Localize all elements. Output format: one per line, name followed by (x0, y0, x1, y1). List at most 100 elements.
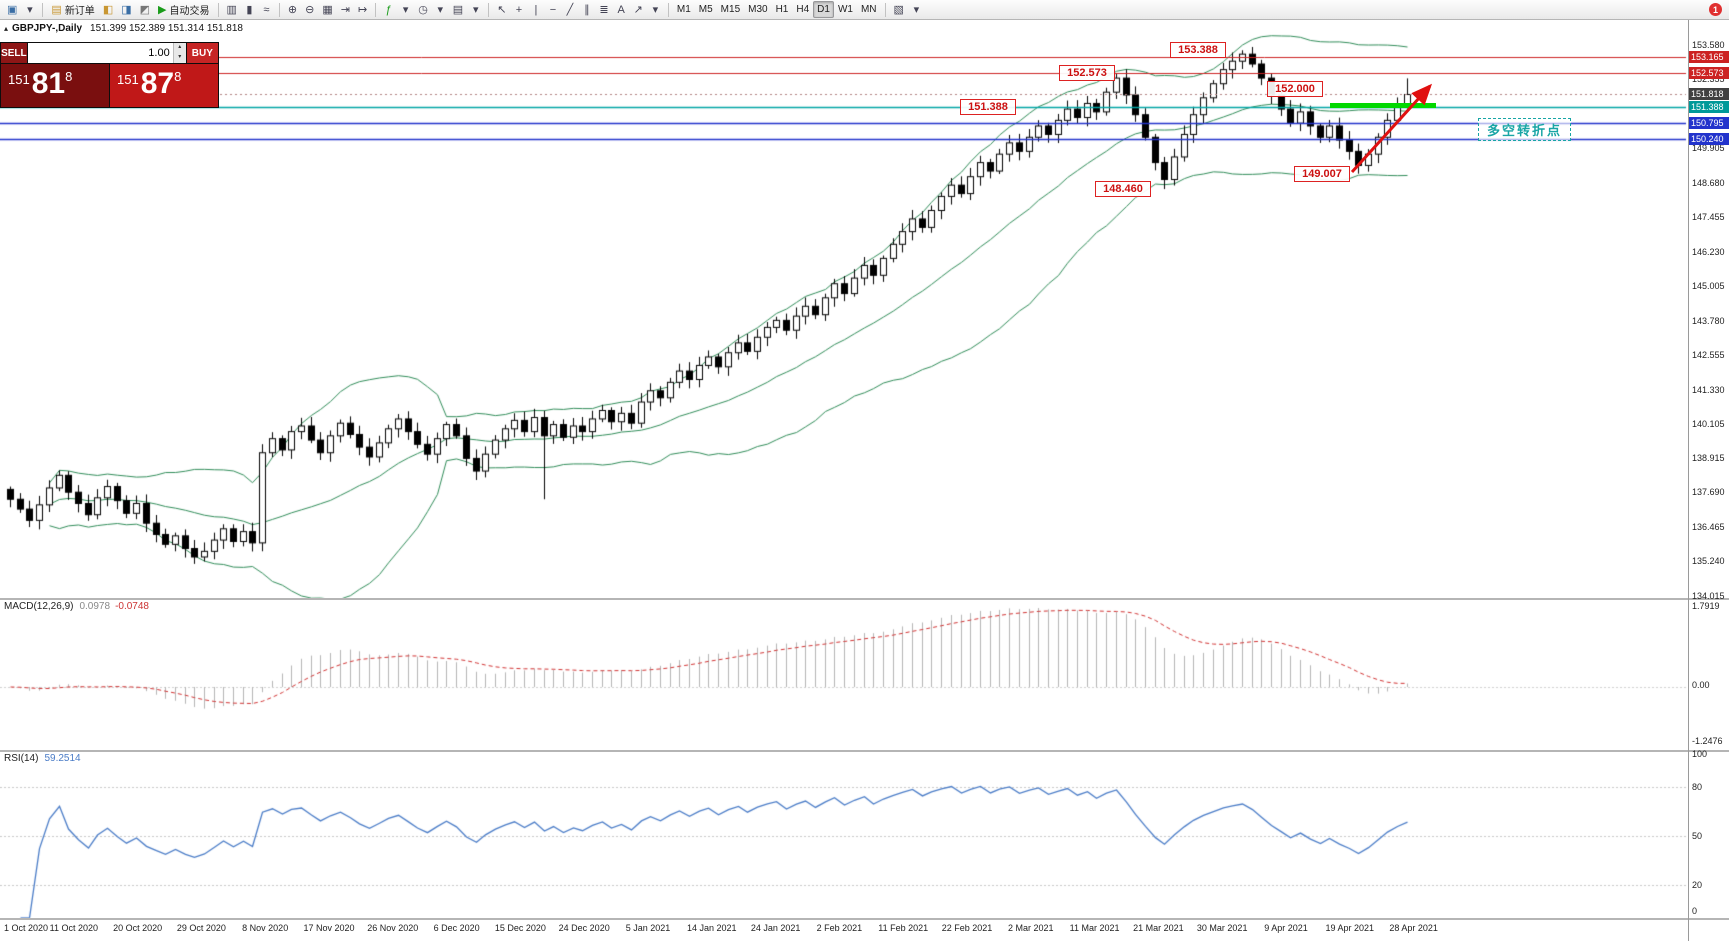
profiles-dropdown-button[interactable]: ▾ (21, 1, 38, 18)
text-label-icon: A (617, 3, 625, 16)
price-axis-tag: 151.818 (1689, 88, 1729, 101)
navigator-button[interactable]: ◩ (136, 1, 154, 18)
time-axis-label: 2 Mar 2021 (1008, 923, 1054, 933)
buy-price-int: 151 (117, 72, 139, 87)
timeframe-w1-button[interactable]: W1 (834, 1, 857, 18)
periods-icon: ◷ (418, 4, 428, 16)
profiles-dropdown-icon: ▾ (27, 4, 33, 16)
trendline-button[interactable]: ╱ (561, 1, 578, 18)
macd-main-value: 0.0978 (79, 601, 111, 612)
chart-bars-button[interactable]: ▥ (223, 1, 241, 18)
fibonacci-button[interactable]: ≣ (595, 1, 612, 18)
vertical-line-button[interactable]: | (527, 1, 544, 18)
price-label-flag[interactable]: 153.388 (1170, 42, 1226, 59)
volume-spinner: ▴ ▾ (172, 43, 186, 63)
price-axis-label: 145.005 (1692, 281, 1725, 292)
timeframe-m5-button[interactable]: M5 (695, 1, 717, 18)
time-axis-label: 15 Dec 2020 (494, 923, 546, 933)
time-axis-label: 11 Mar 2021 (1069, 923, 1120, 933)
rsi-axis-label: 100 (1692, 749, 1708, 759)
zoom-in-icon: ⊕ (287, 4, 298, 16)
window-list-icon: ▧ (893, 4, 904, 16)
timeframe-h1-button[interactable]: H1 (772, 1, 793, 18)
periods-button[interactable]: ◷ (414, 1, 432, 18)
panel-divider[interactable] (0, 918, 1729, 920)
price-label-flag[interactable]: 151.388 (960, 98, 1016, 115)
price-axis-label: 136.465 (1692, 521, 1725, 532)
buy-button[interactable]: BUY (186, 43, 218, 63)
panel-divider[interactable] (0, 598, 1729, 600)
market-watch-button[interactable]: ◧ (99, 1, 117, 18)
timeframe-h4-label: H4 (796, 4, 810, 15)
toolbar-separator (884, 2, 886, 17)
panel-divider[interactable] (0, 750, 1729, 752)
chart-shift-button[interactable]: ↦ (354, 1, 371, 18)
sell-button[interactable]: SELL (1, 43, 27, 63)
arrow-objects-icon: ↗ (633, 4, 643, 16)
timeframe-m30-button[interactable]: M30 (744, 1, 771, 18)
price-label-flag[interactable]: 152.573 (1059, 65, 1115, 82)
trade-panel-toggle-icon[interactable]: ▴ (4, 24, 9, 33)
cursor-button[interactable]: ↖ (493, 1, 510, 18)
templates-dropdown-button[interactable]: ▾ (467, 1, 484, 18)
chart-line-button[interactable]: ≈ (258, 1, 275, 18)
equidistant-channel-button[interactable]: ∥ (578, 1, 595, 18)
zoom-in-button[interactable]: ⊕ (284, 1, 301, 18)
toolbar-separator (375, 2, 377, 17)
timeframe-m15-button[interactable]: M15 (717, 1, 744, 18)
timeframe-m1-label: M1 (676, 4, 691, 15)
window-list-button[interactable]: ▧ (890, 1, 908, 18)
periods-dropdown-button[interactable]: ▾ (432, 1, 449, 18)
buy-price-quote[interactable]: 151 87 8 (110, 64, 218, 107)
timeframe-mn-button[interactable]: MN (857, 1, 881, 18)
volume-box: ▴ ▾ (27, 43, 186, 63)
chart-candles-button[interactable]: ▮ (241, 1, 258, 18)
support-zone-line[interactable] (1330, 103, 1436, 109)
arrow-objects-button[interactable]: ↗ (630, 1, 647, 18)
toolbar-separator (217, 2, 219, 17)
rsi-name: RSI(14) (4, 753, 39, 764)
window-dropdown-button[interactable]: ▾ (908, 1, 925, 18)
timeframe-m1-button[interactable]: M1 (673, 1, 695, 18)
new-order-button[interactable]: ▤ 新订单 (47, 1, 98, 18)
time-axis-label: 24 Dec 2020 (558, 923, 610, 933)
volume-decrease-button[interactable]: ▾ (173, 53, 186, 63)
timeframe-h1-label: H1 (775, 4, 789, 15)
equidistant-channel-icon: ∥ (584, 4, 590, 16)
tile-windows-button[interactable]: ▦ (318, 1, 336, 18)
timeframe-h4-button[interactable]: H4 (792, 1, 813, 18)
new-order-label: 新订单 (64, 6, 95, 17)
timeframe-d1-button[interactable]: D1 (813, 1, 834, 18)
zoom-out-button[interactable]: ⊖ (301, 1, 318, 18)
price-label-flag[interactable]: 148.460 (1095, 181, 1151, 198)
shapes-dropdown-button[interactable]: ▾ (647, 1, 664, 18)
text-label-button[interactable]: A (613, 1, 630, 18)
buy-price-sup: 8 (174, 69, 182, 84)
toolbar-separator (278, 2, 280, 17)
price-label-flag[interactable]: 152.000 (1267, 81, 1323, 98)
macd-axis-label: 1.7919 (1692, 601, 1720, 611)
sell-price-quote[interactable]: 151 81 8 (1, 64, 109, 107)
notification-badge[interactable]: 1 (1709, 3, 1722, 16)
templates-button[interactable]: ▤ (449, 1, 467, 18)
volume-input[interactable] (27, 43, 173, 63)
time-axis-label: 14 Jan 2021 (687, 923, 737, 933)
price-label-flag[interactable]: 149.007 (1294, 165, 1350, 182)
auto-trading-icon: ▶ (158, 4, 167, 16)
price-axis-tag: 151.388 (1689, 100, 1729, 113)
auto-trading-button[interactable]: ▶ 自动交易 (154, 1, 213, 18)
volume-increase-button[interactable]: ▴ (173, 43, 186, 53)
macd-name: MACD(12,26,9) (4, 601, 74, 612)
indicators-button[interactable]: ƒ (380, 1, 397, 18)
crosshair-button[interactable]: + (510, 1, 527, 18)
trendline-icon: ╱ (566, 4, 574, 16)
horizontal-line-button[interactable]: − (544, 1, 561, 18)
annotation-note[interactable]: 多空转折点 (1478, 118, 1572, 141)
rsi-indicator-label: RSI(14) 59.2514 (4, 753, 81, 764)
auto-scroll-button[interactable]: ⇥ (337, 1, 354, 18)
new-chart-button[interactable]: ▣ (3, 1, 21, 18)
data-window-button[interactable]: ◨ (117, 1, 135, 18)
indicators-dropdown-button[interactable]: ▾ (397, 1, 414, 18)
price-axis-label: 142.555 (1692, 350, 1725, 361)
